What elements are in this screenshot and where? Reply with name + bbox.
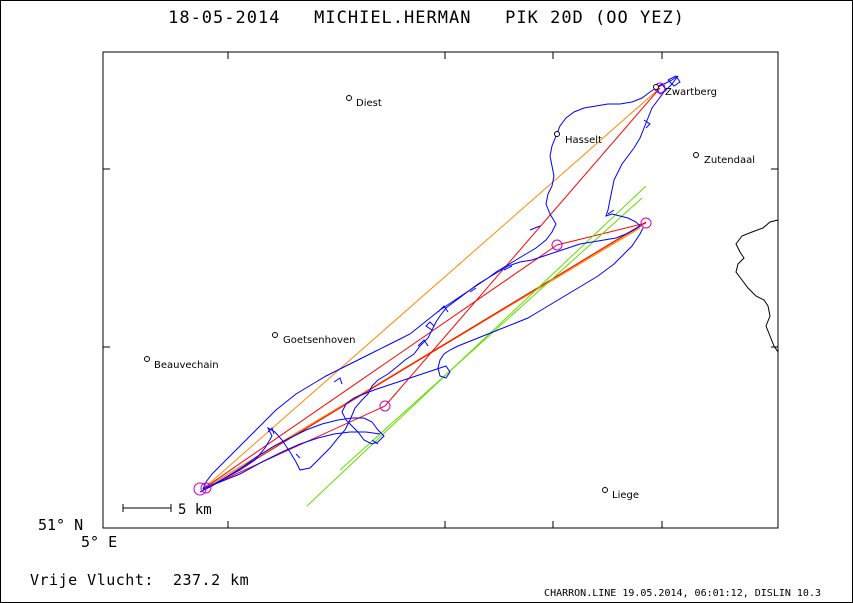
axis-ticks <box>103 52 778 528</box>
map-border <box>102 51 779 529</box>
town-label-hasselt: Hasselt <box>565 135 602 146</box>
town-marker-zwartberg <box>653 84 659 90</box>
distance-label: Vrije Vlucht: <box>30 571 154 589</box>
turnpoint-marker <box>640 217 652 229</box>
turnpoint-marker <box>551 239 563 251</box>
town-marker-beauvechain <box>144 356 150 362</box>
task-line <box>202 244 558 490</box>
turnpoint-marker <box>379 400 391 412</box>
turnpoints <box>193 82 666 496</box>
town-marker-hasselt <box>554 131 560 137</box>
task-line <box>202 405 386 490</box>
turnpoint-marker <box>193 482 207 496</box>
town-label-zutendaal: Zutendaal <box>704 155 755 166</box>
scale-bar <box>122 504 172 512</box>
town-label-diest: Diest <box>356 98 382 109</box>
town-label-liege: Liege <box>612 490 639 501</box>
longitude-label: 5° E <box>81 533 117 551</box>
town-label-zwartberg: Zwartberg <box>665 87 717 98</box>
distance-value: 237.2 km <box>172 571 250 589</box>
country-border <box>735 219 779 353</box>
distance-readout: Vrije Vlucht: 237.2 km <box>30 571 249 589</box>
town-marker-diest <box>346 95 352 101</box>
turnpoint-marker <box>200 482 212 494</box>
task-line <box>306 185 647 507</box>
town-label-goetsenhoven: Goetsenhoven <box>283 335 356 346</box>
town-marker-zutendaal <box>693 152 699 158</box>
town-marker-liege <box>602 487 608 493</box>
town-markers <box>144 84 699 493</box>
scale-bar-label: 5 km <box>178 502 212 518</box>
task-line <box>202 87 661 490</box>
task-lines <box>202 87 661 507</box>
task-line <box>339 197 643 471</box>
flight-track <box>199 75 681 493</box>
latitude-label: 51° N <box>38 516 83 534</box>
task-line <box>209 221 647 488</box>
footer-info: CHARRON.LINE 19.05.2014, 06:01:12, DISLI… <box>544 588 821 599</box>
task-line <box>384 87 661 407</box>
page-title: 18-05-2014 MICHIEL.HERMAN PIK 20D (OO YE… <box>168 8 685 28</box>
town-marker-goetsenhoven <box>272 332 278 338</box>
town-label-beauvechain: Beauvechain <box>154 360 219 371</box>
